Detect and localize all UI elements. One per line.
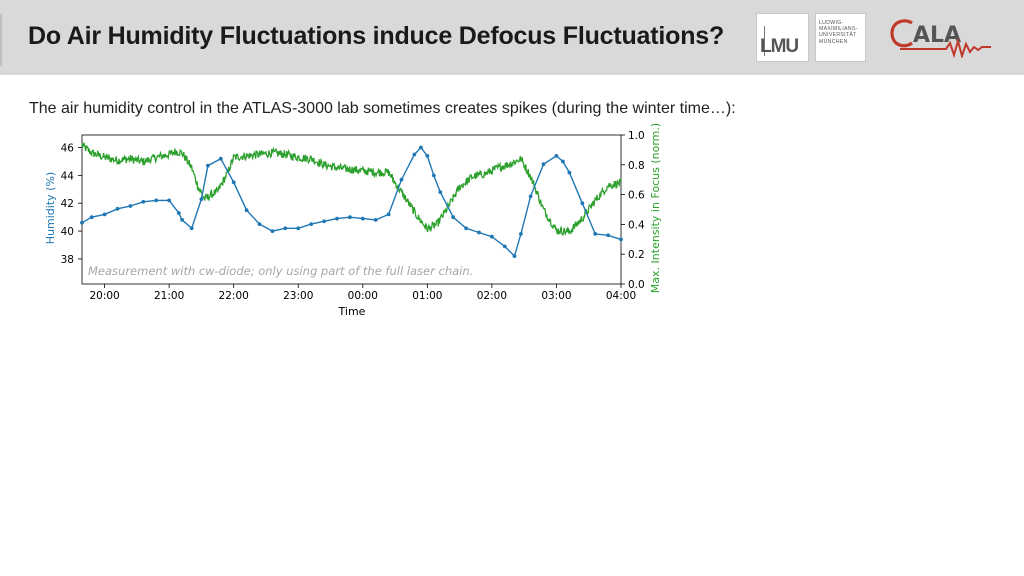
humidity-point <box>419 145 423 150</box>
x-tick-label: 20:00 <box>89 290 119 302</box>
humidity-point <box>283 226 288 231</box>
humidity-point <box>180 218 185 222</box>
humidity-point <box>386 212 391 217</box>
x-tick-label: 04:00 <box>606 290 636 302</box>
chart-annotation: Measurement with cw-diode; only using pa… <box>88 264 473 278</box>
humidity-point <box>309 222 314 227</box>
x-tick-label: 01:00 <box>412 290 442 302</box>
humidity-point <box>593 232 598 236</box>
y-left-tick-label: 40 <box>61 226 74 238</box>
humidity-point <box>431 173 436 178</box>
y-right-tick-label: 0.2 <box>628 249 645 261</box>
humidity-point <box>438 190 443 195</box>
lmu-logo: LMU <box>756 13 809 62</box>
humidity-point <box>451 215 456 220</box>
humidity-point <box>80 220 84 225</box>
humidity-point <box>89 215 94 220</box>
x-tick-label: 03:00 <box>541 290 571 302</box>
humidity-point <box>322 219 326 224</box>
title-accent-bar <box>0 14 2 66</box>
plot-frame <box>81 134 622 285</box>
y-axis-right: 0.0 0.2 0.4 0.6 0.8 1.0 <box>621 130 645 291</box>
humidity-point <box>154 198 159 203</box>
cala-logo-pulse <box>900 37 991 58</box>
x-tick-label: 02:00 <box>477 290 507 302</box>
lmu-logo-line <box>764 26 765 56</box>
humidity-point <box>199 197 204 202</box>
x-axis-label: Time <box>338 305 366 318</box>
y-axis-left: 38 40 42 44 46 <box>61 143 82 266</box>
lmu-wordmark-text: LUDWIG- MAXIMILIANS- UNIVERSITÄT MÜNCHEN <box>819 20 858 45</box>
humidity-point <box>102 212 107 217</box>
humidity-point <box>464 226 468 231</box>
humidity-point <box>206 163 210 168</box>
humidity-point <box>490 234 494 239</box>
x-tick-label: 21:00 <box>154 290 184 302</box>
y-right-tick-label: 0.6 <box>628 190 645 202</box>
humidity-point <box>373 218 378 222</box>
y-left-tick-label: 44 <box>61 170 75 182</box>
humidity-point <box>567 170 572 175</box>
x-tick-label: 23:00 <box>283 290 313 302</box>
x-tick-label: 22:00 <box>219 290 249 302</box>
humidity-point <box>115 206 120 211</box>
humidity-point <box>189 226 194 231</box>
humidity-point <box>477 230 481 235</box>
humidity-point <box>257 222 262 227</box>
humidity-point <box>425 154 430 158</box>
humidity-point <box>412 152 417 157</box>
y-right-axis-label: Max. Intensity in Focus (norm.) <box>649 123 662 293</box>
y-right-tick-label: 0.4 <box>628 219 645 231</box>
humidity-point <box>167 198 172 203</box>
lmu-wordmark: LUDWIG- MAXIMILIANS- UNIVERSITÄT MÜNCHEN <box>815 13 866 62</box>
y-left-tick-label: 46 <box>61 143 75 155</box>
humidity-point <box>231 180 236 185</box>
humidity-point <box>606 233 610 238</box>
humidity-point <box>519 232 523 236</box>
humidity-point <box>348 215 352 220</box>
y-left-axis-label: Humidity (%) <box>44 172 57 244</box>
humidity-point <box>128 204 133 208</box>
y-right-tick-label: 0.0 <box>628 279 645 291</box>
y-right-tick-label: 0.8 <box>628 160 645 172</box>
cala-logo-c <box>890 19 913 48</box>
series-group <box>80 142 623 258</box>
focus-intensity-line <box>81 142 622 237</box>
humidity-point <box>502 244 507 249</box>
x-axis: 20:00 21:00 22:00 23:00 00:00 01:00 02:00 03:00… <box>89 284 636 302</box>
humidity-point <box>512 254 517 258</box>
humidity-point <box>360 216 365 221</box>
humidity-point <box>561 159 565 164</box>
humidity-point <box>580 201 585 206</box>
lmu-logo-word: LMU <box>760 36 799 57</box>
humidity-point <box>244 208 249 213</box>
humidity-point <box>141 199 146 204</box>
humidity-point <box>528 194 533 199</box>
slide-title: Do Air Humidity Fluctuations induce Defo… <box>28 22 725 50</box>
y-left-tick-label: 42 <box>61 198 74 210</box>
humidity-point <box>554 154 559 158</box>
humidity-point <box>335 216 339 221</box>
humidity-point <box>176 211 181 215</box>
humidity-point <box>296 226 301 231</box>
x-tick-label: 00:00 <box>348 290 378 302</box>
humidity-point <box>399 177 404 182</box>
y-right-tick-label: 1.0 <box>628 130 645 142</box>
humidity-point <box>619 237 623 242</box>
humidity-point <box>541 162 546 167</box>
intro-text: The air humidity control in the ATLAS-30… <box>29 100 736 117</box>
humidity-point <box>270 229 275 234</box>
humidity-point <box>218 156 223 161</box>
title-bar: Do Air Humidity Fluctuations induce Defo… <box>0 0 1024 75</box>
cala-logo: ALA <box>890 19 991 58</box>
cala-logo-word: ALA <box>913 23 961 48</box>
y-left-tick-label: 38 <box>61 254 74 266</box>
